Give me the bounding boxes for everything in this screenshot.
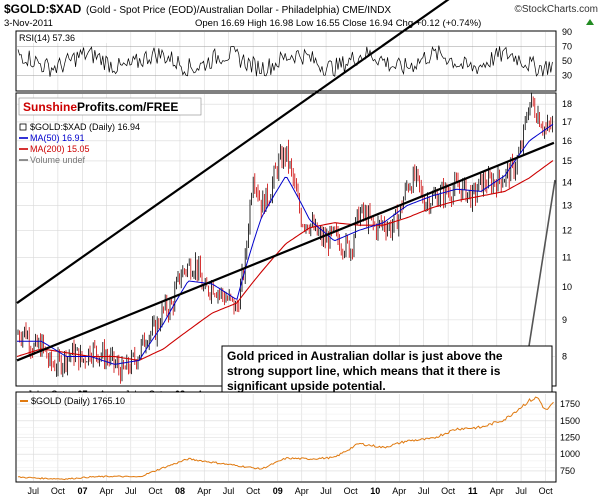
rsi-tick-label: 50 <box>562 56 572 66</box>
rsi-line <box>17 45 553 77</box>
rsi-tick-label: 90 <box>562 27 572 37</box>
legend-label: MA(50) 16.91 <box>30 133 85 143</box>
chart-date: 3-Nov-2011 <box>4 18 53 29</box>
price-tick-label: 12 <box>562 225 572 235</box>
gold-x-tick-label: 07 <box>77 486 87 496</box>
rsi-legend: RSI(14) 57.36 <box>19 33 75 43</box>
gold-tick-label: 1250 <box>560 433 580 443</box>
watermark-brand-rest: Profits.com/FREE <box>77 100 178 114</box>
gold-tick-label: 1750 <box>560 399 580 409</box>
gold-x-tick-label: 08 <box>175 486 185 496</box>
price-tick-label: 17 <box>562 117 572 127</box>
price-tick-label: 8 <box>562 352 567 362</box>
price-tick-label: 14 <box>562 177 572 187</box>
gold-x-tick-label: Apr <box>490 486 504 496</box>
gold-x-tick-label: Jul <box>320 486 332 496</box>
rsi-tick-label: 30 <box>562 71 572 81</box>
annotation-line-3: significant upside potential. <box>227 379 386 393</box>
gold-x-tick-label: Apr <box>99 486 113 496</box>
annotation-line-1: Gold priced in Australian dollar is just… <box>227 349 503 363</box>
gold-x-tick-label: Apr <box>392 486 406 496</box>
price-tick-label: 16 <box>562 136 572 146</box>
price-tick-label: 10 <box>562 282 572 292</box>
gold-x-tick-label: Oct <box>148 486 163 496</box>
gold-tick-label: 1500 <box>560 416 580 426</box>
ma200-line <box>16 160 554 361</box>
gold-usd-legend: $GOLD (Daily) 1765.10 <box>31 396 125 406</box>
gold-x-tick-label: 09 <box>273 486 283 496</box>
rsi-axis: 30 50 70 90 <box>562 27 572 81</box>
price-tick-label: 11 <box>562 252 571 262</box>
gold-x-tick-label: Apr <box>197 486 211 496</box>
price-tick-label: 15 <box>562 156 572 166</box>
rsi-tick-label: 70 <box>562 42 572 52</box>
support-trend-line <box>16 141 555 362</box>
gold-x-tick-label: Jul <box>28 486 40 496</box>
stockcharts-credit: ©StockCharts.com <box>514 4 598 15</box>
annotation-box <box>221 345 553 397</box>
gold-usd-grid <box>17 394 555 481</box>
gold-usd-panel-frame <box>15 391 557 483</box>
up-arrow-icon <box>586 19 594 25</box>
price-legend-swatch <box>19 123 27 131</box>
gold-x-tick-label: Oct <box>441 486 456 496</box>
legend-label: MA(200) 15.05 <box>30 144 90 154</box>
gold-usd-axis: 750 1000 1250 1500 1750 <box>560 399 580 476</box>
annotation-line-2: strong support line, which means that it… <box>227 364 501 378</box>
gold-x-tick-label: Jul <box>418 486 430 496</box>
gold-usd-line <box>17 396 554 481</box>
watermark-box <box>18 97 202 116</box>
gold-x-tick-label: Jul <box>515 486 527 496</box>
price-tick-label: 9 <box>562 315 567 325</box>
price-tick-label: 18 <box>562 99 572 109</box>
gold-x-tick-label: 10 <box>370 486 380 496</box>
gold-tick-label: 750 <box>560 466 575 476</box>
gold-usd-panel: 750 1000 1250 1500 1750 Jul Oct 07 Apr Jul Oct 08 A… <box>15 391 580 496</box>
gold-x-tick-label: Oct <box>344 486 359 496</box>
rsi-grid <box>17 32 555 90</box>
upper-channel-line <box>16 0 450 304</box>
gold-x-tick-label: Apr <box>295 486 309 496</box>
gold-x-tick-label: 11 <box>468 486 478 496</box>
price-panel-frame <box>15 92 557 387</box>
chart-description: (Gold - Spot Price (EOD)/Australian Doll… <box>86 5 391 16</box>
ma50-line <box>17 123 554 365</box>
rsi-panel: 30 50 70 90 RSI(14) 57.36 <box>15 27 572 92</box>
price-tick-label: 13 <box>562 200 572 210</box>
gold-tick-label: 1000 <box>560 449 580 459</box>
gold-x-tick-label: Oct <box>539 486 554 496</box>
annotation-pointer <box>528 179 556 347</box>
rsi-legend-bg <box>17 32 117 43</box>
gold-x-tick-label: Oct <box>51 486 66 496</box>
quote-line: Open 16.69 High 16.98 Low 16.55 Close 16… <box>195 18 481 29</box>
watermark-brand-sunshine: Sunshine <box>23 100 77 114</box>
gold-x-tick-label: Oct <box>246 486 261 496</box>
gold-x-tick-label: Jul <box>223 486 235 496</box>
chart-symbol: $GOLD:$XAD <box>4 2 82 16</box>
gold-x-tick-label: Jul <box>125 486 137 496</box>
price-axis: 8 9 10 11 12 13 14 15 16 17 18 <box>562 99 572 361</box>
watermark-text: SunshineProfits.com/FREE <box>23 100 178 114</box>
legend-label: Volume undef <box>30 155 86 165</box>
legend-label: $GOLD:$XAD (Daily) 16.94 <box>30 122 140 132</box>
gold-usd-x-axis: Jul Oct 07 Apr Jul Oct 08 Apr Jul Oct 09 Apr Jul Oct 1… <box>28 486 554 496</box>
